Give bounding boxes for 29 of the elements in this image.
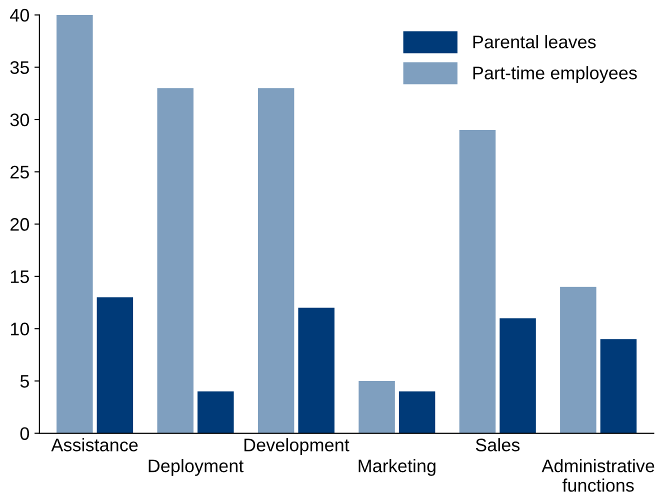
x-tick-label: Marketing — [358, 459, 436, 476]
y-tick-label: 5 — [20, 375, 29, 388]
x-tick-label: Deployment — [148, 459, 244, 476]
bar — [56, 14, 93, 434]
bar — [358, 380, 395, 434]
y-tick-label: 10 — [10, 322, 29, 336]
bar — [500, 318, 536, 434]
legend-label: Parental leaves — [473, 35, 596, 48]
bar — [560, 286, 596, 434]
x-tick-label: Development — [244, 438, 350, 455]
y-tick-label: 30 — [10, 113, 29, 126]
y-tick-label: 35 — [10, 61, 29, 74]
bar — [600, 339, 637, 434]
y-tick-label: 15 — [10, 270, 29, 284]
bar — [298, 308, 334, 434]
y-tick-label: 40 — [10, 8, 29, 22]
y-tick-label: 20 — [10, 218, 29, 231]
legend-label: Part-time employees — [473, 66, 637, 83]
bar — [96, 297, 134, 434]
bar — [198, 391, 234, 434]
x-tick-label: Sales — [476, 438, 520, 452]
bar — [459, 130, 496, 434]
bar — [258, 88, 294, 434]
x-tick-label: Administrative functions — [542, 459, 654, 492]
bar — [398, 391, 436, 434]
y-tick-label: 0 — [20, 427, 29, 440]
y-tick-label: 25 — [10, 166, 29, 179]
bar — [157, 88, 194, 434]
x-tick-label: Assistance — [51, 438, 138, 452]
